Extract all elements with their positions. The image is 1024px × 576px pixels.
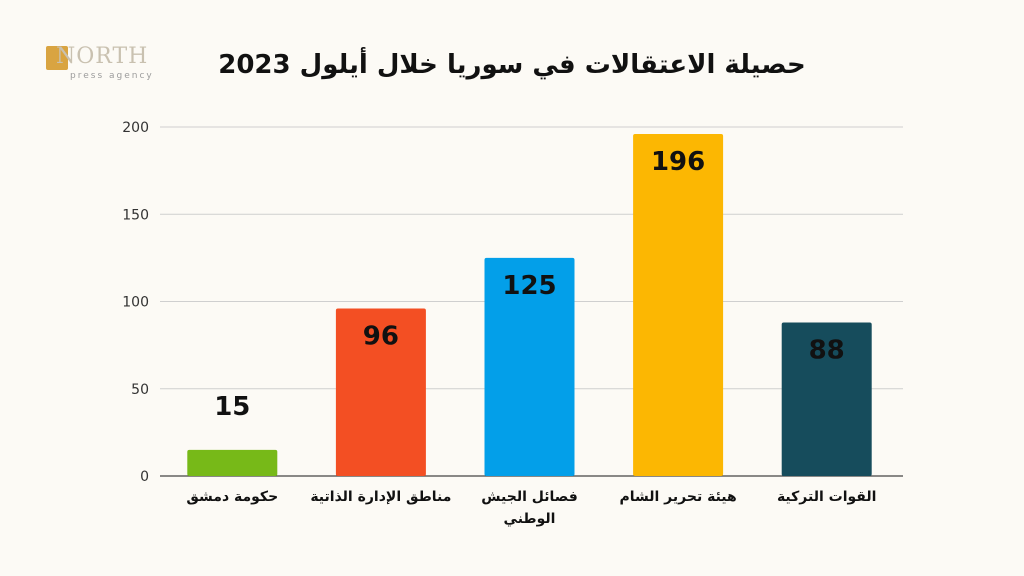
x-tick-label: فصائل الجيش الوطني [481, 489, 578, 527]
x-tick-label: القوات التركية [776, 489, 877, 505]
y-tick-label: 150 [122, 207, 149, 223]
y-tick-label: 200 [122, 120, 149, 136]
bar [187, 449, 278, 476]
data-label: 196 [651, 147, 705, 177]
data-label: 125 [502, 271, 556, 301]
x-tick-label: حكومة دمشق [186, 489, 279, 505]
logo-subtitle: press agency [70, 71, 154, 81]
x-tick-label: هيئة تحرير الشام [619, 489, 737, 505]
bar [335, 308, 426, 476]
bar [484, 257, 575, 476]
y-tick-label: 100 [122, 295, 149, 311]
y-tick-label: 50 [131, 382, 149, 398]
y-tick-label: 0 [140, 469, 149, 485]
chart-title: حصيلة الاعتقالات في سوريا خلال أيلول 202… [218, 50, 806, 80]
bar [633, 133, 724, 477]
data-label: 96 [363, 321, 399, 351]
data-label: 15 [214, 392, 250, 422]
bar [781, 322, 872, 476]
x-tick-label: مناطق الإدارة الذاتية [310, 489, 452, 505]
logo: NORTH press agency [46, 44, 161, 84]
logo-word: NORTH [56, 44, 149, 69]
data-label: 88 [809, 335, 845, 365]
logo-mark [46, 46, 68, 70]
